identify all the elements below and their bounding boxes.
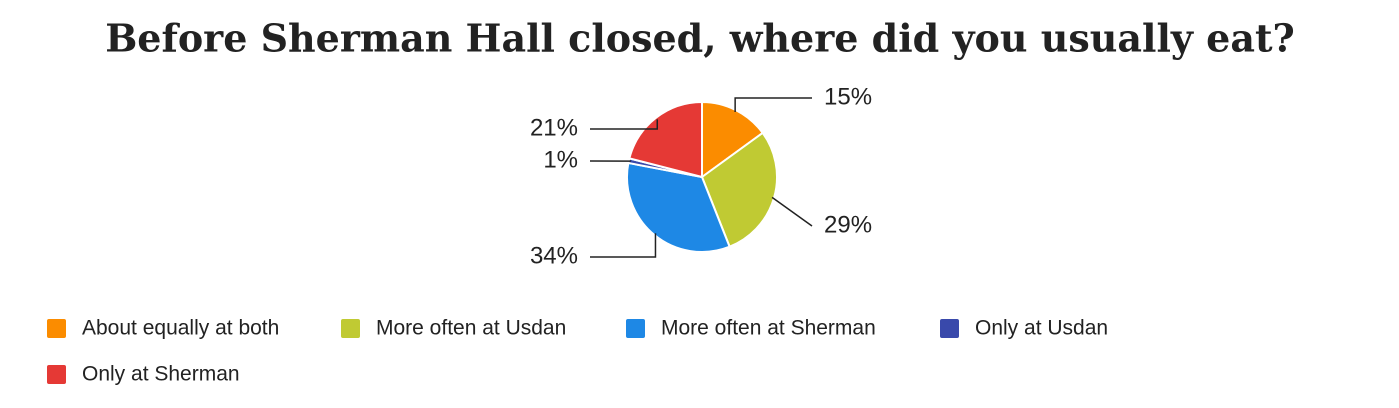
- legend-label: More often at Usdan: [376, 317, 566, 340]
- data-label: 15%: [824, 83, 872, 110]
- legend-label: Only at Sherman: [82, 363, 240, 386]
- pie-slice: [701, 100, 765, 179]
- legend-label: About equally at both: [82, 317, 279, 340]
- leader-line: [590, 119, 659, 130]
- data-label: 1%: [543, 146, 578, 173]
- legend-label: More often at Sherman: [661, 317, 876, 340]
- legend-swatch: [47, 365, 66, 384]
- legend-swatch: [940, 319, 959, 338]
- legend-swatch: [626, 319, 645, 338]
- data-label: 29%: [824, 211, 872, 238]
- leader-line: [734, 97, 812, 112]
- pie-slice: [628, 100, 703, 179]
- data-label: 21%: [530, 114, 578, 141]
- leader-line: [771, 196, 813, 227]
- data-label: 34%: [530, 242, 578, 269]
- legend-label: Only at Usdan: [975, 317, 1108, 340]
- legend-swatch: [47, 319, 66, 338]
- leader-line: [590, 233, 657, 258]
- legend-swatch: [341, 319, 360, 338]
- chart-title: Before Sherman Hall closed, where did yo…: [105, 16, 1295, 61]
- pie-slice: [626, 161, 731, 253]
